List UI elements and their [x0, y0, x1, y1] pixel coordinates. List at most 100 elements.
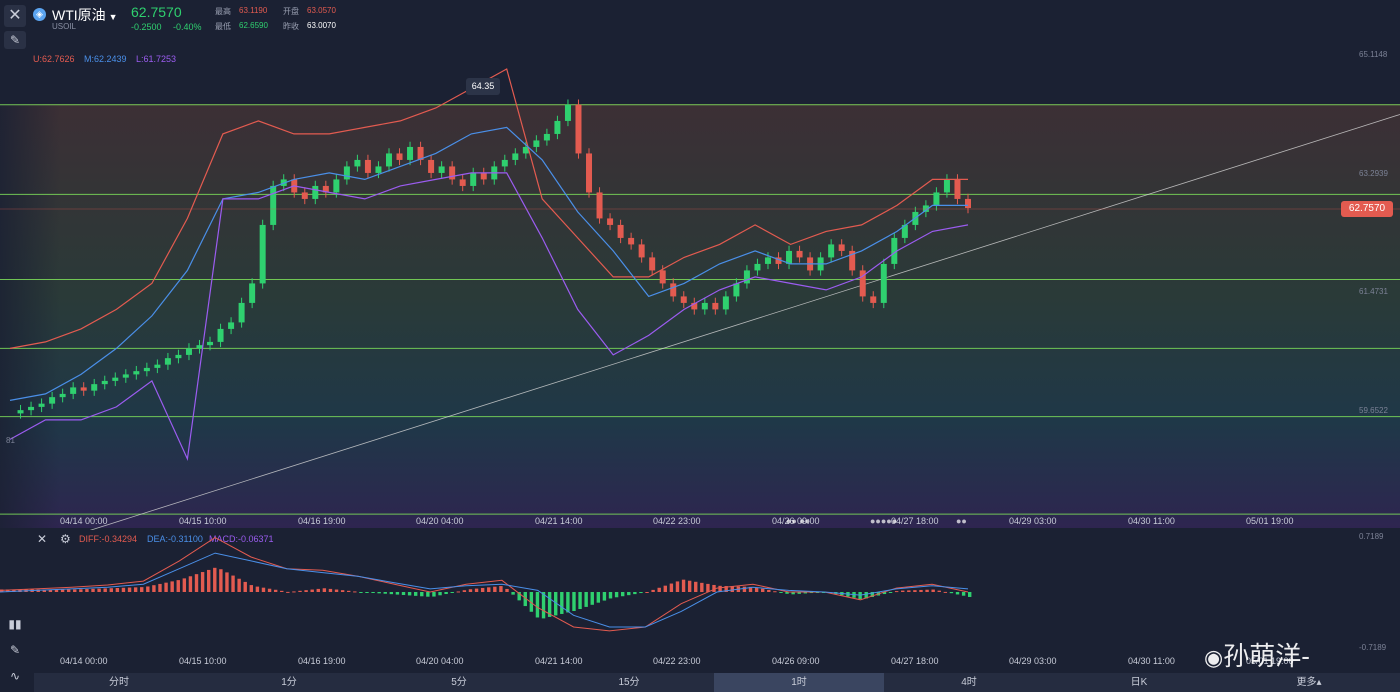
trend-line — [89, 114, 1400, 530]
macd-histogram-bar — [365, 592, 369, 593]
macd-histogram-bar — [791, 592, 795, 595]
candle-body — [722, 296, 729, 310]
macd-histogram-bar — [949, 592, 954, 594]
macd-chart[interactable] — [0, 528, 1400, 672]
candle-body — [870, 296, 877, 303]
draw-tool-button[interactable]: ✎ — [4, 31, 26, 49]
macd-histogram-bar — [456, 591, 461, 593]
macd-histogram-bar — [669, 583, 674, 592]
macd-histogram-bar — [194, 574, 199, 592]
candle-body — [428, 159, 435, 173]
prev-close-label: 昨收 — [283, 22, 299, 31]
tab-4[interactable]: 15分 — [618, 677, 640, 688]
tab-1[interactable]: 分时 — [109, 677, 129, 688]
tab-3[interactable]: 5分 — [451, 677, 467, 688]
macd-histogram-bar — [383, 592, 387, 594]
macd-histogram-bar — [493, 586, 497, 592]
macd-histogram-bar — [450, 592, 454, 593]
macd-histogram-bar — [627, 592, 631, 596]
macd-histogram-bar — [188, 576, 193, 592]
candle-body — [449, 166, 456, 180]
price-chart[interactable] — [0, 0, 1400, 530]
candle-body — [891, 237, 898, 264]
candle-body — [322, 185, 329, 193]
macd-histogram-bar — [620, 592, 625, 597]
candle-body — [764, 257, 771, 264]
macd-histogram-bar — [633, 592, 637, 595]
macd-histogram-bar — [511, 592, 515, 595]
tab-6[interactable]: 4时 — [961, 677, 977, 688]
x-tick-label: 04/30 11:00 — [1128, 516, 1175, 526]
candle-body — [354, 159, 361, 167]
macd-histogram-bar — [109, 588, 113, 592]
candle-body — [459, 179, 466, 186]
x-tick-label: 04/14 00:00 — [60, 656, 108, 666]
macd-histogram-bar — [955, 592, 960, 595]
candle-body — [185, 348, 192, 355]
event-markers[interactable]: ●●●●● — [870, 516, 898, 526]
candle-body — [754, 263, 761, 271]
macd-dea-legend: DEA:-0.31100 — [147, 534, 203, 544]
candle-body — [164, 358, 171, 365]
macd-histogram-bar — [560, 592, 564, 614]
peak-price-label: 64.35 — [466, 78, 500, 95]
macd-histogram-bar — [121, 587, 126, 592]
candle-body — [122, 374, 129, 378]
pencil-icon: ✎ — [9, 643, 21, 657]
candle-body — [564, 104, 571, 121]
candle-body — [375, 166, 382, 173]
macd-histogram-bar — [401, 592, 406, 596]
boll-lower-legend: L:61.7253 — [136, 54, 177, 64]
macd-histogram-bar — [267, 588, 272, 592]
macd-histogram-bar — [663, 585, 667, 592]
candle-body — [849, 250, 856, 271]
event-markers[interactable]: ●● — [956, 516, 967, 526]
close-icon: ✕ — [8, 7, 22, 24]
symbol-name[interactable]: WTI原油 ▼ — [52, 7, 118, 23]
event-markers[interactable]: ●● ●● — [786, 516, 811, 526]
macd-histogram-bar — [389, 592, 394, 595]
macd-settings-button[interactable]: ⚙ — [60, 532, 71, 546]
candle-body — [543, 133, 550, 141]
macd-histogram-bar — [675, 581, 680, 592]
candle-body — [59, 393, 66, 398]
macd-histogram-bar — [590, 592, 594, 605]
macd-histogram-bar — [127, 587, 132, 592]
high-label: 最高 — [215, 7, 231, 16]
candle-body — [617, 224, 624, 238]
macd-histogram-bar — [444, 592, 448, 595]
draw-line-button[interactable]: ✎ — [4, 640, 26, 660]
tab-5[interactable]: 1时 — [714, 673, 884, 692]
candle-body — [343, 166, 350, 180]
tab-more[interactable]: 更多▴ — [1296, 677, 1322, 688]
chart-type-button[interactable]: ∿ — [4, 666, 26, 686]
candle-body — [965, 198, 971, 209]
indicator-button[interactable]: ▮▮ — [4, 614, 26, 634]
macd-histogram-bar — [225, 572, 229, 592]
macd-histogram-bar — [517, 592, 521, 601]
macd-histogram-bar — [237, 578, 241, 592]
last-price: 62.7570 — [131, 4, 182, 20]
candle-body — [522, 146, 529, 154]
tab-2[interactable]: 1分 — [281, 677, 297, 688]
macd-histogram-bar — [657, 587, 661, 592]
candle-body — [407, 146, 414, 160]
candle-body — [238, 302, 245, 323]
candle-body — [701, 302, 708, 310]
candle-body — [175, 354, 182, 359]
macd-histogram-bar — [42, 589, 47, 592]
tab-7[interactable]: 日K — [1130, 677, 1148, 688]
close-macd-button[interactable]: ✕ — [37, 532, 47, 546]
macd-histogram-bar — [359, 592, 363, 593]
candle-body — [659, 270, 666, 284]
macd-histogram-bar — [767, 589, 771, 592]
close-chart-button[interactable]: ✕ — [4, 5, 26, 27]
candle-body — [743, 270, 750, 284]
candle-body — [733, 283, 740, 297]
candle-body — [554, 120, 561, 134]
macd-histogram-bar — [614, 592, 619, 598]
boll-lower-line — [9, 172, 969, 462]
candle-body — [880, 263, 887, 303]
candle-body — [480, 172, 487, 180]
macd-histogram-bar — [66, 589, 71, 592]
